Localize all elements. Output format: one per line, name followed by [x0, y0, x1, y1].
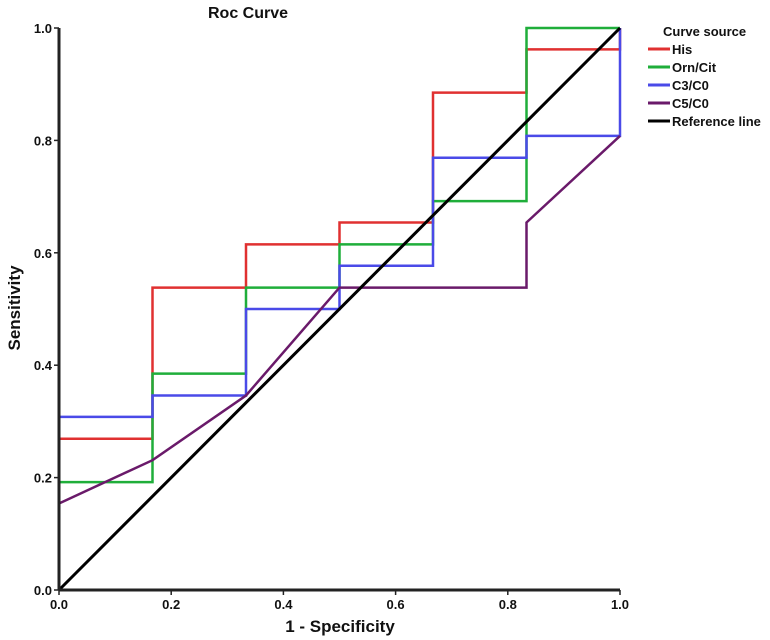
legend-title: Curve source	[663, 24, 746, 39]
axes: 0.0 0.2 0.4 0.6 0.8 1.0 0.0 0.2 0.4 0.6 0.8 1.0	[34, 21, 629, 612]
legend-label-reference-line: Reference line	[672, 114, 761, 129]
legend-label-his: His	[672, 42, 692, 57]
chart-title: Roc Curve	[208, 5, 288, 22]
x-tick-label: 0.8	[499, 597, 517, 612]
x-tick-label: 0.6	[387, 597, 405, 612]
y-axis-title: Sensitivity	[5, 265, 24, 351]
legend: Curve source His Orn/Cit C3/C0 C5/C0 Referen…	[648, 24, 761, 129]
y-tick-label: 0.8	[34, 133, 52, 148]
y-tick-label: 1.0	[34, 21, 52, 36]
x-tick-label: 0.0	[50, 597, 68, 612]
x-tick-label: 0.4	[274, 597, 293, 612]
y-tick-label: 0.4	[34, 358, 53, 373]
series-line-reference-line	[57, 26, 622, 592]
legend-label-c5-c0: C5/C0	[672, 96, 709, 111]
series-line-c5-c0	[58, 134, 621, 505]
y-tick-label: 0.2	[34, 471, 52, 486]
legend-label-orn-cit: Orn/Cit	[672, 60, 717, 75]
x-axis-title: 1 - Specificity	[285, 617, 395, 636]
y-tick-label: 0.0	[34, 583, 52, 598]
plot-area	[57, 26, 622, 592]
legend-label-c3-c0: C3/C0	[672, 78, 709, 93]
y-tick-label: 0.6	[34, 246, 52, 261]
x-tick-label: 1.0	[611, 597, 629, 612]
x-tick-label: 0.2	[162, 597, 180, 612]
